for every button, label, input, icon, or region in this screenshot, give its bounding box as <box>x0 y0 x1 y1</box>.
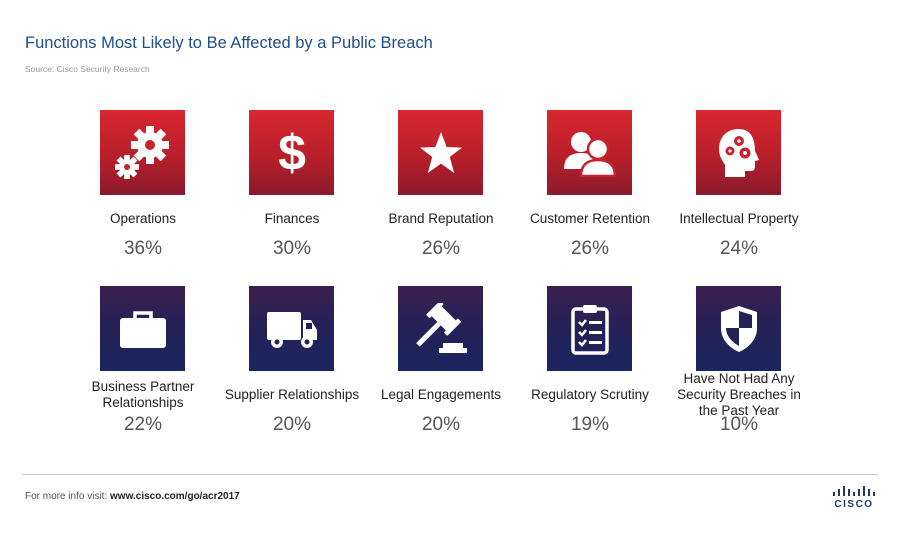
tile-label: Operations <box>109 211 177 226</box>
tile-label: Business Partner Relationships <box>91 379 195 410</box>
tile-value: 20% <box>421 414 461 435</box>
footer-divider <box>22 474 878 475</box>
tile-finances: $ Finances 30% <box>220 110 370 270</box>
clipboard-icon <box>547 286 632 371</box>
tile-value: 20% <box>272 414 312 435</box>
head-gears-icon <box>696 110 781 195</box>
tile-supplier-relationships: Supplier Relationships 20% <box>220 286 370 446</box>
star-icon <box>398 110 483 195</box>
dollar-icon: $ <box>249 110 334 195</box>
tile-label: Legal Engagements <box>380 387 502 402</box>
tile-label: Have Not Had Any Security Breaches in th… <box>677 371 801 418</box>
tile-value: 19% <box>570 414 610 435</box>
chart-title: Functions Most Likely to Be Affected by … <box>25 34 433 52</box>
tile-intellectual-property: Intellectual Property 24% <box>667 110 817 270</box>
footer-link[interactable]: www.cisco.com/go/acr2017 <box>110 491 240 502</box>
tile-label: Regulatory Scrutiny <box>531 387 649 402</box>
tile-value: 36% <box>123 238 163 259</box>
tile-label: Finances <box>264 211 320 226</box>
svg-text:$: $ <box>278 125 306 181</box>
tile-label: Customer Retention <box>529 211 651 226</box>
tile-value: 26% <box>570 238 610 259</box>
gavel-icon <box>398 286 483 371</box>
tile-value: 24% <box>719 238 759 259</box>
footer-prefix: For more info visit: <box>25 491 108 502</box>
tile-regulatory-scrutiny: Regulatory Scrutiny 19% <box>518 286 668 446</box>
tile-legal-engagements: Legal Engagements 20% <box>369 286 519 446</box>
briefcase-icon <box>100 286 185 371</box>
tile-value: 30% <box>272 238 312 259</box>
tile-label: Brand Reputation <box>388 211 494 226</box>
tile-no-security-breaches: Have Not Had Any Security Breaches in th… <box>667 286 817 446</box>
tile-business-partner-relationships: Business Partner Relationships 22% <box>71 286 221 446</box>
people-icon <box>547 110 632 195</box>
tile-brand-reputation: Brand Reputation 26% <box>369 110 519 270</box>
tile-value: 10% <box>719 414 759 435</box>
truck-icon <box>249 286 334 371</box>
tile-customer-retention: Customer Retention 26% <box>518 110 668 270</box>
cisco-logo: CISCO <box>830 484 878 514</box>
footer-note: For more info visit: www.cisco.com/go/ac… <box>25 491 240 502</box>
tile-label: Intellectual Property <box>679 211 799 226</box>
tile-value: 22% <box>123 414 163 435</box>
tile-operations: Operations 36% <box>71 110 221 270</box>
source-note: Source: Cisco Security Research <box>25 64 150 74</box>
tile-value: 26% <box>421 238 461 259</box>
gears-icon <box>100 110 185 195</box>
cisco-bars-icon <box>833 486 875 496</box>
shield-icon <box>696 286 781 371</box>
tile-label: Supplier Relationships <box>224 387 360 402</box>
logo-text: CISCO <box>834 499 874 510</box>
